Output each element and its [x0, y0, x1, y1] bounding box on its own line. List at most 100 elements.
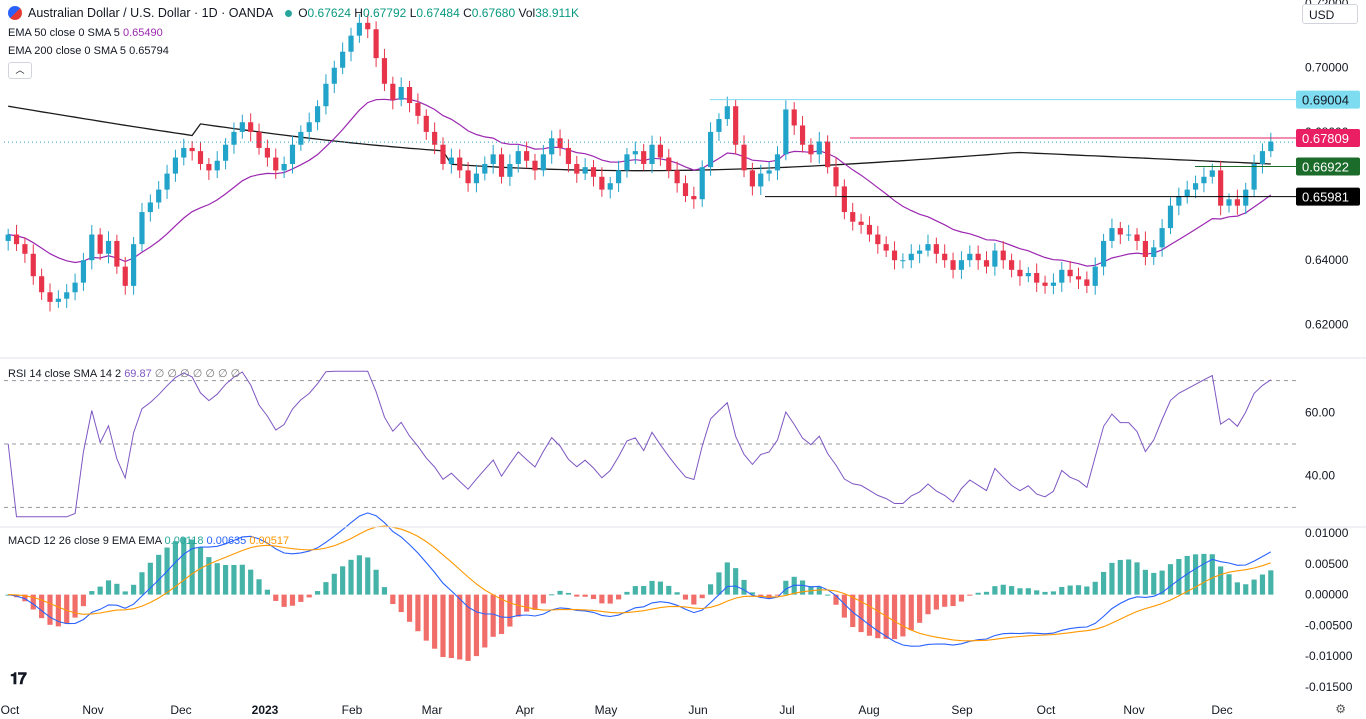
macd-histogram-bar [1134, 562, 1140, 595]
macd-histogram-bar [799, 580, 806, 595]
macd-histogram-bar [891, 594, 898, 640]
macd-histogram-bar [1176, 559, 1182, 595]
time-axis-tick: Mar [422, 703, 443, 717]
candle-body [432, 131, 438, 145]
candle-body [356, 22, 362, 36]
candle-body [691, 196, 697, 200]
candle-body [808, 144, 814, 155]
candle-body [1159, 228, 1165, 248]
candle-body [1009, 260, 1015, 270]
ema50-legend[interactable]: EMA 50 close 0 SMA 5 0.65490 [8, 27, 163, 39]
candle-body [30, 253, 36, 277]
macd-histogram-bar [147, 562, 153, 595]
macd-histogram-bar [256, 579, 262, 595]
price-pane [4, 14, 1296, 312]
macd-histogram-bar [181, 537, 187, 595]
macd-histogram-bar [1151, 572, 1157, 595]
candle-body [733, 106, 739, 145]
candle-body [373, 29, 379, 59]
macd-histogram-bar [582, 594, 588, 597]
candle-body [1100, 240, 1107, 267]
candle-body [641, 151, 647, 164]
macd-histogram-bar [741, 579, 747, 595]
candle-body [1251, 163, 1257, 190]
macd-histogram-bar [340, 566, 346, 595]
ema200-line [8, 105, 1271, 172]
candle-body [1176, 196, 1182, 206]
macd-histogram-bar [1243, 584, 1249, 595]
macd-histogram-bar [524, 594, 530, 612]
level-price-label: 0.66922 [1302, 159, 1349, 174]
macd-histogram-bar [1067, 585, 1073, 595]
settings-gear-icon[interactable]: ⚙ [1335, 702, 1346, 716]
macd-histogram-bar [1159, 570, 1165, 595]
macd-histogram-bar [457, 594, 463, 660]
macd-histogram-bar [866, 594, 873, 636]
macd-histogram-bar [206, 557, 212, 595]
candle-body [423, 115, 429, 132]
macd-histogram-bar [933, 594, 939, 610]
ema200-legend[interactable]: EMA 200 close 0 SMA 5 0.65794 [8, 45, 169, 57]
macd-histogram-bar [649, 580, 655, 595]
macd-histogram-bar [473, 594, 480, 657]
rsi-axis-tick: 40.00 [1305, 469, 1335, 483]
macd-histogram-bar [264, 589, 270, 595]
macd-histogram-bar [908, 594, 914, 631]
time-axis-tick: Dec [1211, 703, 1232, 717]
candle-body [55, 298, 61, 302]
candle-body [900, 260, 906, 262]
macd-histogram-bar [967, 594, 973, 596]
level-price-label: 0.65981 [1302, 190, 1349, 205]
collapse-legend-icon[interactable]: ︿ [8, 62, 32, 79]
macd-histogram-bar [189, 539, 195, 595]
macd-histogram-bar [724, 562, 730, 595]
time-axis-tick: Oct [1, 703, 20, 717]
candle-body [498, 154, 505, 177]
macd-histogram-bar [381, 587, 388, 595]
macd-histogram-bar [1059, 586, 1065, 595]
market-status-icon [285, 9, 293, 17]
level-price-label: 0.67809 [1302, 131, 1349, 146]
candle-body [39, 276, 45, 293]
currency-select[interactable]: USD [1302, 4, 1358, 24]
candle-body [365, 22, 371, 30]
candle-body [264, 147, 270, 158]
macd-histogram-bar [356, 555, 362, 595]
candle-body [298, 131, 304, 145]
candle-body [1226, 199, 1232, 206]
macd-signal-line [8, 525, 1271, 642]
rsi-pane [4, 370, 1296, 518]
macd-histogram-bar [875, 594, 881, 639]
candle-body [64, 292, 70, 299]
macd-legend[interactable]: MACD 12 26 close 9 EMA EMA 0.00118 0.006… [8, 535, 290, 547]
macd-histogram-bar [214, 563, 220, 595]
candle-body [197, 151, 204, 164]
candle-body [122, 266, 128, 286]
candle-body [674, 170, 680, 184]
macd-histogram-bar [122, 591, 128, 595]
macd-histogram-bar [1184, 555, 1190, 595]
symbol-title[interactable]: Australian Dollar / U.S. Dollar · 1D · O… [28, 6, 274, 20]
candle-body [607, 183, 613, 190]
time-axis-tick: Oct [1037, 703, 1056, 717]
candle-body [156, 189, 162, 203]
candle-body [707, 131, 714, 168]
rsi-axis-tick: 60.00 [1305, 405, 1335, 419]
macd-histogram-bar [858, 594, 864, 633]
candle-body [114, 240, 120, 267]
macd-histogram-bar [231, 564, 237, 595]
rsi-legend[interactable]: RSI 14 close SMA 14 2 69.87 ∅ ∅ ∅ ∅ ∅ ∅ … [8, 368, 241, 380]
candle-body [958, 260, 965, 270]
candle-body [406, 86, 413, 104]
candle-body [758, 173, 764, 187]
macd-histogram-bar [1268, 570, 1274, 595]
macd-histogram-bar [565, 592, 572, 595]
macd-histogram-bar [1109, 562, 1115, 595]
candle-body [699, 167, 705, 200]
time-axis-tick: May [595, 703, 618, 717]
candle-body [281, 163, 287, 171]
candle-body [1234, 199, 1240, 206]
candle-body [766, 170, 772, 174]
